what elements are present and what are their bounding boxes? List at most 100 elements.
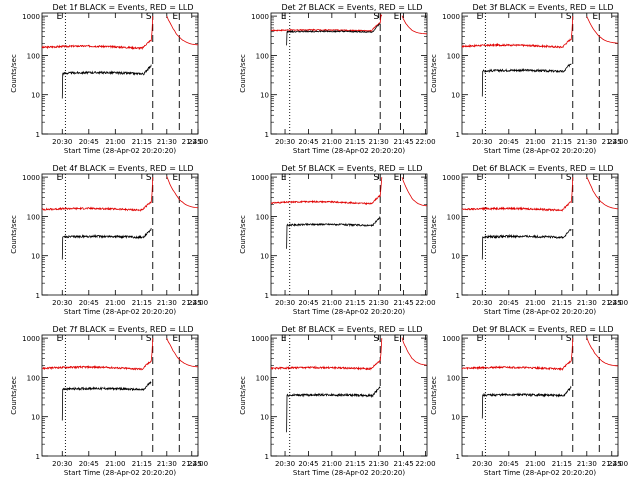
- x-tick-label: 21:45: [602, 460, 622, 468]
- y-tick-label: 100: [447, 374, 460, 382]
- x-tick-label: 21:30: [157, 138, 177, 146]
- marker-label: S: [146, 12, 152, 22]
- x-tick-label: 21:30: [577, 460, 597, 468]
- panel-title: Det 5f BLACK = Events, RED = LLD: [281, 164, 422, 173]
- x-tick-label: 22:00: [415, 138, 435, 146]
- y-tick-label: 1: [456, 453, 460, 461]
- panel-title: Det 9f BLACK = Events, RED = LLD: [472, 325, 613, 334]
- x-axis-label: Start Time (28-Apr-02 20:20:20): [64, 469, 176, 477]
- series-lld-line: [270, 13, 383, 33]
- x-tick-label: 21:15: [552, 299, 572, 307]
- series-lld-recovery: [586, 337, 619, 367]
- x-tick-label: 21:45: [602, 299, 622, 307]
- x-tick-label: 20:30: [472, 299, 492, 307]
- panel-title: Det 3f BLACK = Events, RED = LLD: [472, 3, 613, 12]
- series-lld-line: [461, 338, 574, 372]
- x-tick-label: 20:45: [499, 460, 519, 468]
- x-tick-label: 21:30: [369, 138, 389, 146]
- series-lld-recovery: [586, 16, 619, 44]
- marker-label: E: [477, 173, 483, 183]
- x-tick-label: 21:00: [525, 299, 545, 307]
- x-tick-label: 21:15: [132, 460, 152, 468]
- series-lld-recovery: [586, 176, 619, 210]
- y-axis: 1 10 100 1000 Counts/sec: [239, 335, 427, 461]
- panel-title: Det 4f BLACK = Events, RED = LLD: [52, 164, 193, 173]
- marker-label: E: [172, 173, 178, 183]
- x-tick-label: 21:30: [577, 299, 597, 307]
- axes-frame: [270, 12, 428, 135]
- x-tick-label: 21:45: [182, 138, 202, 146]
- y-tick-label: 10: [451, 253, 460, 261]
- marker-label: E: [477, 334, 483, 344]
- series-events-line: [61, 64, 152, 99]
- x-axis-label: Start Time (28-Apr-02 20:20:20): [484, 308, 596, 316]
- panel-title: Det 1f BLACK = Events, RED = LLD: [52, 3, 193, 12]
- y-tick-label: 1000: [22, 335, 40, 343]
- series-lld-recovery: [166, 176, 199, 209]
- y-axis-label: Counts/sec: [430, 376, 438, 415]
- axes-frame: [41, 334, 199, 457]
- x-tick-label: 22:00: [415, 299, 435, 307]
- y-tick-label: 1000: [251, 13, 269, 21]
- y-tick-label: 1: [456, 292, 460, 300]
- x-tick-label: 22:00: [608, 138, 628, 146]
- y-axis: 1 10 100 1000 Counts/sec: [239, 174, 427, 300]
- x-tick-label: 21:15: [132, 299, 152, 307]
- x-axis-label: Start Time (28-Apr-02 20:20:20): [484, 147, 596, 155]
- y-axis: 1 10 100 1000 Counts/sec: [10, 13, 198, 139]
- x-tick-label: 21:00: [525, 460, 545, 468]
- y-tick-label: 10: [31, 253, 40, 261]
- axes-frame: [461, 12, 619, 135]
- marker-label: S: [373, 334, 379, 344]
- x-tick-label: 20:30: [52, 460, 72, 468]
- series-lld-line: [270, 338, 383, 371]
- x-tick-label: 21:45: [182, 460, 202, 468]
- marker-label: S: [146, 173, 152, 183]
- x-tick-label: 21:45: [182, 299, 202, 307]
- x-tick-label: 21:15: [552, 138, 572, 146]
- y-axis: 1 10 100 1000 Counts/sec: [430, 13, 618, 139]
- marker-label: E: [57, 12, 63, 22]
- marker-label: S: [566, 334, 572, 344]
- x-tick-label: 21:30: [157, 299, 177, 307]
- x-tick-label: 21:45: [394, 299, 414, 307]
- series-lld-line: [270, 177, 383, 206]
- y-tick-label: 10: [451, 92, 460, 100]
- axes-frame: [270, 173, 428, 296]
- y-tick-label: 10: [260, 414, 269, 422]
- x-tick-label: 20:30: [52, 138, 72, 146]
- marker-label: S: [146, 334, 152, 344]
- x-tick-label: 20:30: [275, 460, 295, 468]
- axes-frame: [41, 173, 199, 296]
- x-tick-label: 21:30: [157, 460, 177, 468]
- y-tick-label: 100: [27, 374, 40, 382]
- y-tick-label: 100: [27, 213, 40, 221]
- y-tick-label: 1000: [442, 174, 460, 182]
- y-tick-label: 1000: [442, 13, 460, 21]
- marker-label: S: [373, 173, 379, 183]
- y-tick-label: 10: [451, 414, 460, 422]
- y-tick-label: 1000: [442, 335, 460, 343]
- series-events-line: [286, 23, 381, 46]
- panel-det-1: Det 1f BLACK = Events, RED = LLD 1 10 100 10…: [10, 3, 208, 155]
- y-axis-label: Counts/sec: [430, 54, 438, 93]
- x-tick-label: 21:30: [369, 299, 389, 307]
- series-events-line: [481, 385, 572, 419]
- series-lld-recovery: [166, 15, 199, 46]
- axes-frame: [41, 12, 199, 135]
- y-axis-label: Counts/sec: [239, 54, 247, 93]
- y-axis-label: Counts/sec: [10, 376, 18, 415]
- x-tick-label: 20:30: [472, 460, 492, 468]
- marker-label: E: [592, 173, 598, 183]
- series-events-line: [481, 63, 572, 97]
- marker-label: E: [281, 334, 287, 344]
- x-tick-label: 20:45: [298, 299, 318, 307]
- x-tick-label: 21:00: [525, 138, 545, 146]
